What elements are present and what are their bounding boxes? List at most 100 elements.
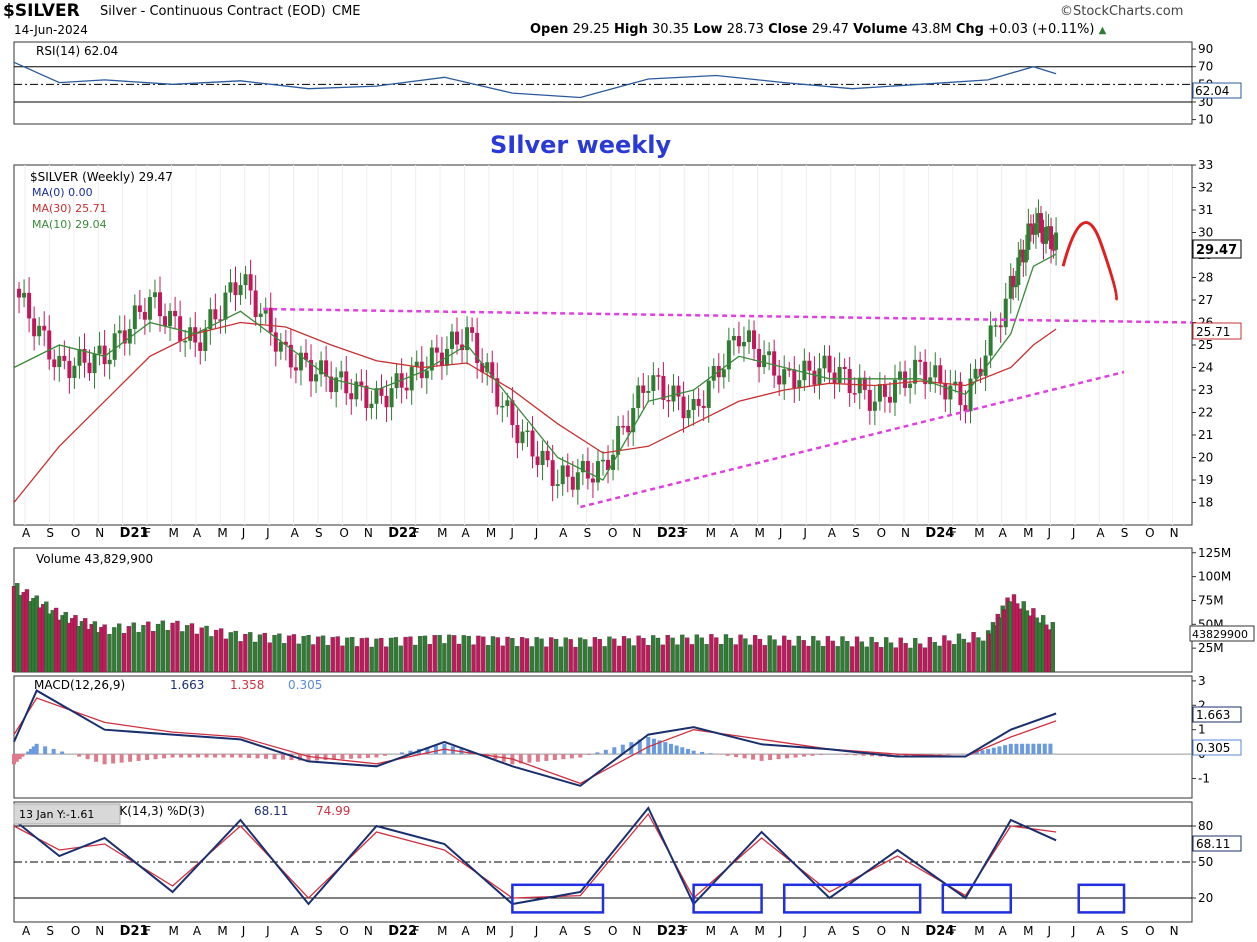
volume-bar xyxy=(422,635,428,673)
candle-body xyxy=(832,372,837,384)
candle-body xyxy=(681,396,686,419)
stoch-k-value: 68.11 xyxy=(254,804,288,818)
volume-bar xyxy=(976,637,981,673)
volume-bar xyxy=(136,631,141,673)
annotation-box xyxy=(511,883,605,914)
month-label: S xyxy=(1121,526,1129,540)
macd-value-tag-2: 0.305 xyxy=(1196,741,1230,755)
volume-bar xyxy=(723,634,729,673)
volume-bar xyxy=(189,623,195,673)
symbol-description: Silver - Continuous Contract (EOD) xyxy=(100,4,326,19)
month-label: S xyxy=(584,526,592,540)
volume-bar xyxy=(126,626,132,673)
month-label: O xyxy=(608,526,617,540)
volume-bar xyxy=(558,646,564,673)
macd-histogram-bar xyxy=(620,744,625,755)
candle-body xyxy=(565,465,570,477)
candle-body xyxy=(887,396,892,403)
volume-bar xyxy=(738,634,743,673)
month-label: M xyxy=(706,526,716,540)
macd-histogram-bar xyxy=(94,754,99,762)
volume-bar xyxy=(170,622,175,673)
volume-tick-label: 125M xyxy=(1198,546,1231,560)
candle-body xyxy=(465,327,470,351)
volume-bar xyxy=(398,645,403,673)
month-label: O xyxy=(1145,526,1154,540)
candle-body xyxy=(1013,285,1018,288)
macd-histogram-bar xyxy=(1042,743,1047,755)
macd-histogram-bar xyxy=(997,746,1002,755)
volume-bar xyxy=(461,635,466,673)
candle-body xyxy=(575,472,580,490)
candle-body xyxy=(701,405,706,408)
candle-body xyxy=(324,360,329,377)
candle-body xyxy=(777,375,782,385)
candle-body xyxy=(248,274,253,291)
candle-body xyxy=(948,385,953,400)
stockcharts-brand[interactable]: ©StockCharts.com xyxy=(1060,4,1184,19)
candle-body xyxy=(429,347,434,371)
volume-bar xyxy=(680,634,685,673)
macd-panel[interactable] xyxy=(12,689,1192,787)
month-label: M xyxy=(974,526,984,540)
rsi-panel[interactable] xyxy=(13,61,1192,103)
volume-bar xyxy=(218,628,224,673)
candle-body xyxy=(686,410,691,419)
macd-histogram-bar xyxy=(247,754,252,758)
macd-histogram-bar xyxy=(111,754,116,764)
volume-bar xyxy=(670,637,675,673)
candle-body xyxy=(485,362,490,373)
macd-histogram-bar xyxy=(578,754,583,758)
candle-body xyxy=(616,425,621,455)
volume-bar xyxy=(913,638,918,673)
volume-bar xyxy=(233,630,238,673)
stoch-label-prefix: %K(14,3) %D(3) xyxy=(108,804,205,818)
candle-body xyxy=(424,370,429,379)
candle-body xyxy=(263,307,268,314)
macd-histogram-bar xyxy=(595,752,600,755)
candle-body xyxy=(354,381,359,400)
month-label: J xyxy=(534,526,539,540)
candle-body xyxy=(57,355,62,368)
candle-body xyxy=(449,331,454,349)
macd-histogram-bar xyxy=(937,754,942,756)
volume-bar xyxy=(243,634,248,673)
macd-histogram-bar xyxy=(17,754,22,760)
volume-bar xyxy=(238,641,243,673)
volume-bar xyxy=(350,637,355,673)
volume-bar xyxy=(112,627,117,673)
price-panel[interactable] xyxy=(13,199,1193,509)
month-label: F xyxy=(950,924,957,938)
month-label: A xyxy=(1096,924,1105,938)
candle-body xyxy=(1026,223,1031,250)
open-label: Open xyxy=(530,22,569,37)
candle-body xyxy=(1021,249,1026,263)
volume-bar xyxy=(884,637,889,673)
macd-histogram-bar xyxy=(43,746,48,755)
candle-body xyxy=(379,388,384,396)
volume-bar xyxy=(490,636,496,673)
price-tick-label: 22 xyxy=(1198,406,1213,420)
volume-bar xyxy=(320,635,326,673)
volume-bar xyxy=(451,635,457,673)
macd-histogram-bar xyxy=(170,754,175,758)
price-tick-label: 31 xyxy=(1198,203,1213,217)
candle-body xyxy=(812,370,817,385)
month-label: J xyxy=(241,924,246,938)
macd-histogram-bar xyxy=(974,751,979,755)
volume-bar xyxy=(544,646,549,673)
macd-histogram-bar xyxy=(1037,743,1042,755)
candle-body xyxy=(213,309,218,320)
volume-bar xyxy=(908,647,913,673)
macd-histogram-bar xyxy=(680,747,685,755)
volume-panel[interactable] xyxy=(11,583,1055,673)
candle-body xyxy=(636,385,641,409)
volume-bar xyxy=(782,635,787,673)
month-label: A xyxy=(828,924,837,938)
macd-histogram-bar xyxy=(1020,743,1025,755)
volume-bar xyxy=(214,629,219,673)
macd-histogram-bar xyxy=(651,738,656,755)
stochastic-panel[interactable] xyxy=(13,806,1192,914)
candle-body xyxy=(233,282,238,296)
